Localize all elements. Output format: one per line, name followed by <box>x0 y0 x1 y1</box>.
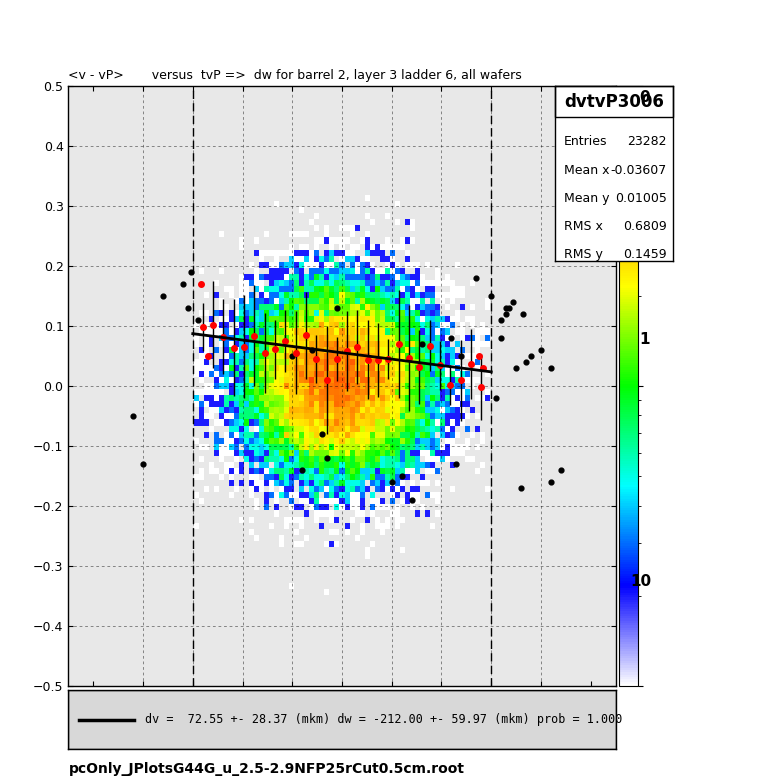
Point <box>287 349 299 362</box>
Point <box>451 458 463 470</box>
Point <box>137 458 149 470</box>
Point <box>473 349 486 362</box>
Point <box>535 344 547 356</box>
Point <box>445 332 458 344</box>
Text: 0: 0 <box>639 90 650 105</box>
Text: dv =  72.55 +- 28.37 (mkm) dw = -212.00 +- 59.97 (mkm) prob = 1.000: dv = 72.55 +- 28.37 (mkm) dw = -212.00 +… <box>145 713 622 726</box>
Text: -0.03607: -0.03607 <box>610 164 667 176</box>
Point <box>515 482 527 495</box>
Point <box>495 314 507 326</box>
Point <box>500 302 512 314</box>
Text: RMS y: RMS y <box>564 248 603 261</box>
Point <box>500 308 512 321</box>
Point <box>507 296 519 308</box>
Text: dvtvP3006: dvtvP3006 <box>564 93 663 111</box>
Point <box>157 289 169 302</box>
Point <box>477 362 489 374</box>
Point <box>455 349 467 362</box>
Text: pcOnly_JPlotsG44G_u_2.5-2.9NFP25rCut0.5cm.root: pcOnly_JPlotsG44G_u_2.5-2.9NFP25rCut0.5c… <box>68 762 464 776</box>
Text: RMS x: RMS x <box>564 220 603 232</box>
Point <box>192 314 204 326</box>
Point <box>470 271 483 284</box>
Text: 10: 10 <box>630 573 651 589</box>
Point <box>195 278 207 290</box>
Point <box>406 494 418 506</box>
Point <box>495 332 507 344</box>
Text: Mean y: Mean y <box>564 192 610 204</box>
Point <box>331 302 343 314</box>
Point <box>525 349 537 362</box>
Point <box>416 338 428 350</box>
Point <box>485 289 497 302</box>
Text: 23282: 23282 <box>627 136 667 148</box>
Point <box>396 470 408 482</box>
Point <box>520 356 532 368</box>
Point <box>510 362 522 374</box>
Point <box>182 302 194 314</box>
Point <box>545 362 557 374</box>
Point <box>490 392 502 404</box>
Point <box>555 464 567 477</box>
Text: <v - vP>       versus  tvP =>  dw for barrel 2, layer 3 ladder 6, all wafers: <v - vP> versus tvP => dw for barrel 2, … <box>68 69 522 82</box>
Point <box>321 452 333 464</box>
Point <box>316 428 328 441</box>
Point <box>503 302 515 314</box>
Point <box>517 308 529 321</box>
Point <box>127 410 139 423</box>
Point <box>177 278 189 290</box>
Text: Entries: Entries <box>564 136 608 148</box>
Point <box>306 344 318 356</box>
Point <box>201 349 214 362</box>
Point <box>545 476 557 488</box>
Text: 0.1459: 0.1459 <box>623 248 667 261</box>
Point <box>296 464 309 477</box>
Bar <box>555 86 673 117</box>
Text: 1: 1 <box>639 332 650 347</box>
Text: Mean x: Mean x <box>564 164 610 176</box>
Text: 0.01005: 0.01005 <box>615 192 667 204</box>
Text: 0.6809: 0.6809 <box>623 220 667 232</box>
Point <box>185 266 197 278</box>
Point <box>385 476 397 488</box>
